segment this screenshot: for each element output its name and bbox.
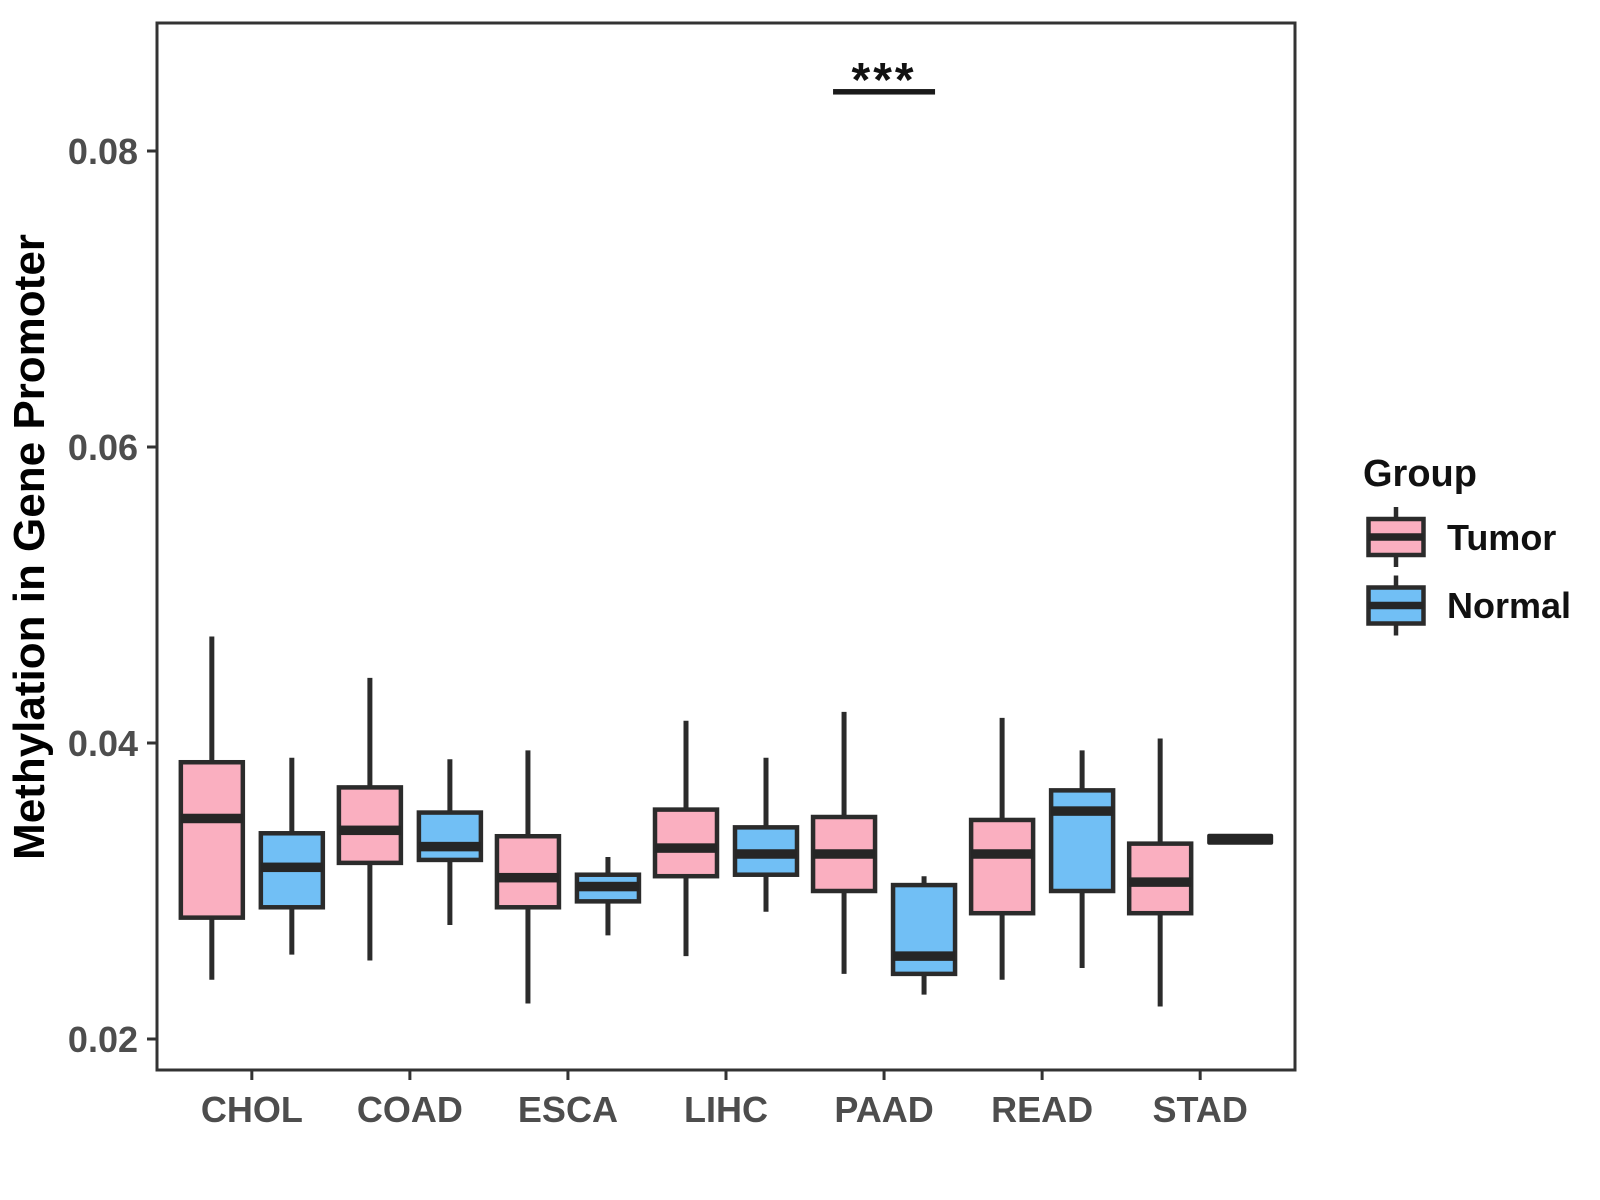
median-line	[180, 813, 243, 824]
box-tumor-esca	[494, 750, 562, 1004]
x-tick-label-CHOL: CHOL	[201, 1089, 303, 1130]
x-tick-label-PAAD: PAAD	[834, 1089, 933, 1130]
iqr-box	[416, 810, 484, 863]
box-normal-lihc	[732, 757, 800, 912]
significance-bar	[833, 89, 936, 95]
box-tumor-read	[968, 717, 1036, 980]
x-tick-label-STAD: STAD	[1153, 1089, 1248, 1130]
median-line	[496, 872, 559, 883]
median-line	[813, 849, 876, 859]
y-tick-label-0.08: 0.08	[68, 131, 138, 172]
median-line	[1051, 806, 1114, 816]
legend-key-tumor	[1366, 507, 1426, 567]
iqr-box	[652, 807, 720, 879]
plot-panel: 0.02 0.04 0.06 0.08 CHOL COAD ESCA LIHC PAAD READ…	[68, 21, 1297, 1130]
box-normal-read	[1048, 750, 1116, 968]
median-line	[418, 841, 481, 852]
y-tick-label-0.04: 0.04	[68, 723, 138, 764]
median-line	[735, 849, 797, 859]
median-line	[260, 862, 323, 873]
y-tick-label-0.02: 0.02	[68, 1019, 138, 1060]
median-line	[1207, 833, 1274, 845]
box-normal-coad	[416, 759, 484, 926]
box-tumor-lihc	[652, 720, 720, 957]
legend-key-median	[1368, 601, 1424, 610]
box-normal-chol	[258, 757, 326, 955]
iqr-box	[178, 759, 246, 920]
x-tick-label-COAD: COAD	[357, 1089, 463, 1130]
median-line	[893, 951, 956, 961]
y-tick-label-0.06: 0.06	[68, 427, 138, 468]
iqr-box	[1048, 788, 1116, 894]
median-line	[576, 881, 639, 892]
legend-keys	[1366, 507, 1426, 636]
box-tumor-chol	[178, 636, 246, 980]
x-tick-label-ESCA: ESCA	[518, 1089, 618, 1130]
legend-label-tumor: Tumor	[1447, 517, 1556, 558]
legend-key-median	[1368, 533, 1424, 541]
significance-stars: ***	[852, 54, 917, 107]
box-tumor-paad	[810, 711, 878, 974]
box-normal-esca	[574, 856, 642, 936]
x-tick-label-READ: READ	[991, 1089, 1093, 1130]
median-line	[971, 849, 1034, 859]
median-line	[338, 825, 401, 836]
box-normal-paad	[890, 876, 958, 995]
iqr-box	[968, 817, 1036, 916]
box-tumor-coad	[336, 677, 404, 961]
x-tick-label-LIHC: LIHC	[684, 1089, 768, 1130]
legend-key-normal	[1366, 575, 1426, 636]
iqr-box	[336, 785, 404, 866]
legend: Group Tumor Normal	[1363, 453, 1571, 636]
legend-title: Group	[1363, 453, 1477, 495]
legend-label-normal: Normal	[1447, 585, 1571, 626]
iqr-box	[494, 833, 562, 910]
box-tumor-stad	[1126, 738, 1194, 1007]
median-line	[1129, 877, 1192, 887]
box-normal-stad	[1207, 833, 1274, 845]
median-line	[655, 843, 717, 853]
y-axis-title: Methylation in Gene Promoter	[5, 234, 54, 860]
panel-border	[155, 21, 1297, 1072]
